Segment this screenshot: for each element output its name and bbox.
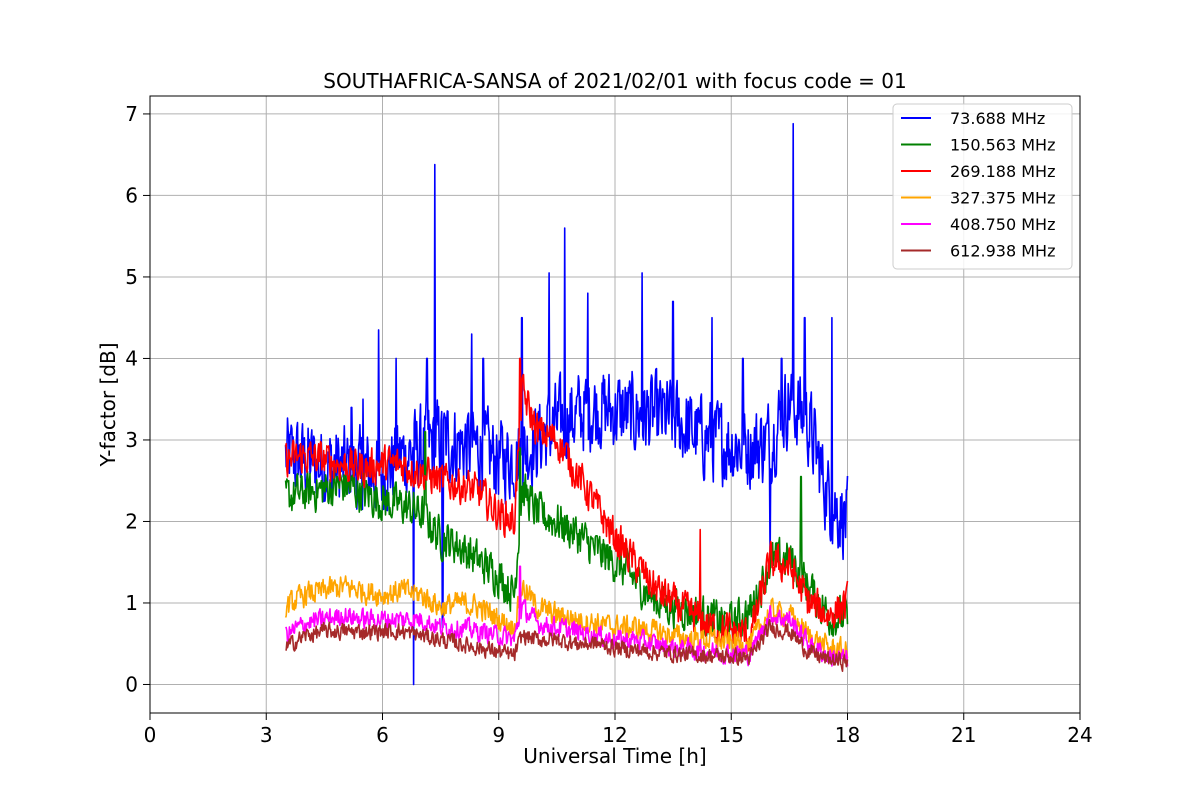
x-tick-label: 6 [376, 723, 389, 747]
series-layer [284, 122, 849, 686]
y-tick-label: 7 [125, 102, 138, 126]
y-tick-label: 2 [125, 509, 138, 533]
series-line-2 [284, 357, 849, 652]
x-tick-label: 3 [260, 723, 273, 747]
x-axis-label: Universal Time [h] [523, 744, 706, 768]
legend-box [892, 103, 1073, 270]
series-line-5 [285, 618, 849, 672]
series-line-1 [284, 431, 849, 642]
x-tick-label: 24 [1067, 723, 1092, 747]
legend: 73.688 MHz 150.563 MHz 269.188 MHz 327.375 … [892, 103, 1073, 270]
y-tick-label: 3 [125, 428, 138, 452]
x-tick-label: 15 [719, 723, 744, 747]
legend-entry: 408.750 MHz [950, 215, 1055, 234]
y-tick-label: 1 [125, 591, 138, 615]
chart-title: SOUTHAFRICA-SANSA of 2021/02/01 with foc… [323, 69, 907, 93]
legend-entry: 73.688 MHz [950, 109, 1045, 128]
x-tick-label: 0 [144, 723, 157, 747]
y-tick-label: 4 [125, 346, 138, 370]
series-line-4 [284, 565, 849, 667]
x-tick-label: 9 [492, 723, 505, 747]
legend-entry: 269.188 MHz [950, 162, 1055, 181]
x-tick-label: 12 [602, 723, 627, 747]
series-line-0 [284, 122, 849, 686]
legend-entry: 327.375 MHz [950, 189, 1055, 208]
series-line-3 [284, 575, 849, 662]
y-tick-label: 0 [125, 672, 138, 696]
legend-entry: 150.563 MHz [950, 136, 1055, 155]
y-tick-label: 5 [125, 265, 138, 289]
x-tick-label: 18 [835, 723, 860, 747]
y-tick-label: 6 [125, 183, 138, 207]
y-axis-label: Y-factor [dB] [96, 342, 120, 467]
legend-entry: 612.938 MHz [950, 242, 1055, 261]
x-tick-label: 21 [951, 723, 976, 747]
